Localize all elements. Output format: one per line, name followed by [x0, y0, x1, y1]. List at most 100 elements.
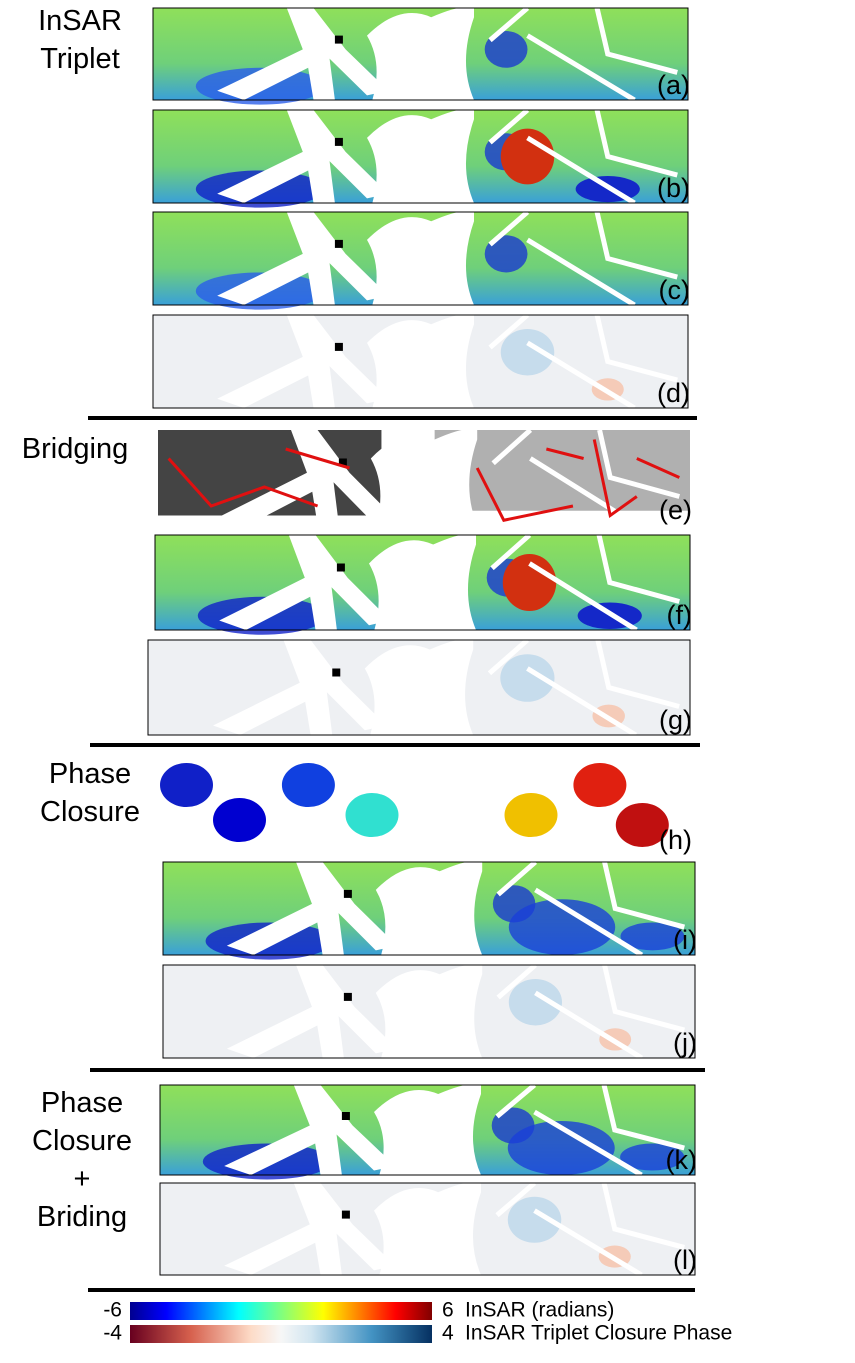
- panel-letter: (b): [657, 173, 690, 203]
- section: Phase Closure + Briding (k) (l): [32, 1083, 697, 1292]
- delta-water: [226, 965, 398, 1058]
- marker: [338, 458, 347, 467]
- channel: [488, 6, 678, 103]
- panel-letter: (d): [657, 378, 690, 408]
- blob: [508, 899, 616, 955]
- bay: [374, 1083, 481, 1175]
- panel-border: [152, 211, 689, 306]
- delta-water: [217, 110, 389, 203]
- blob: [504, 793, 558, 837]
- marker: [332, 668, 341, 677]
- channel: [490, 533, 680, 633]
- blob: [484, 235, 528, 273]
- blob: [615, 803, 669, 847]
- channel: [488, 210, 678, 308]
- blob: [620, 922, 685, 951]
- marker: [336, 563, 345, 572]
- section: Bridging (e) (f) (g): [22, 428, 700, 747]
- panel-border: [152, 109, 689, 204]
- section-label: +: [74, 1163, 91, 1195]
- bay: [375, 860, 483, 955]
- delta-water: [213, 640, 387, 735]
- panel: (d): [152, 313, 690, 411]
- panel-border: [162, 964, 696, 1059]
- panel: (l): [159, 1181, 697, 1278]
- blob: [213, 798, 266, 842]
- panel-border: [159, 1084, 696, 1176]
- delta-water: [219, 535, 391, 630]
- marker: [334, 239, 343, 248]
- colorbar-max: 6: [442, 1299, 454, 1322]
- panel-letter: (c): [659, 275, 690, 305]
- panel-border: [162, 861, 696, 956]
- marker: [341, 1210, 350, 1219]
- blob: [345, 793, 399, 837]
- panel-border: [159, 1182, 696, 1276]
- panel-letter: (f): [667, 600, 692, 630]
- marker: [341, 1112, 350, 1120]
- bay: [367, 313, 474, 408]
- panel: (g): [147, 638, 692, 738]
- bay: [367, 108, 474, 203]
- panel-letter: (a): [657, 70, 690, 100]
- marker: [334, 35, 343, 44]
- panel-letter: (j): [673, 1028, 697, 1058]
- blob: [508, 978, 562, 1026]
- section-label: Bridging: [22, 433, 128, 465]
- blob: [500, 328, 555, 376]
- blob: [502, 554, 557, 611]
- panel-border: [152, 314, 689, 409]
- colorbar: [130, 1302, 432, 1320]
- bay: [369, 533, 476, 630]
- panel-letter: (g): [659, 705, 692, 735]
- blob: [507, 1121, 615, 1175]
- blob: [281, 763, 335, 807]
- bay: [364, 638, 474, 735]
- channel: [495, 1083, 685, 1178]
- marker: [334, 137, 343, 146]
- panel: (c): [152, 210, 690, 310]
- section-label: Briding: [37, 1201, 127, 1233]
- panel-letter: (k): [666, 1145, 697, 1175]
- colorbar-min: -6: [103, 1299, 122, 1322]
- colorbar-title: InSAR Triplet Closure Phase: [465, 1322, 732, 1345]
- channel: [495, 1181, 685, 1278]
- section-label: Phase: [41, 1087, 123, 1119]
- bay: [367, 6, 474, 101]
- channel: [488, 108, 678, 206]
- section: InSAR Triplet (a) (b) (c) (d): [38, 5, 697, 420]
- panel-letter: (h): [659, 825, 692, 855]
- marker: [334, 342, 343, 351]
- panel: (j): [162, 963, 697, 1061]
- blob: [500, 128, 555, 185]
- panel: (b): [152, 108, 690, 208]
- section-label: Phase: [49, 758, 131, 790]
- bay: [374, 1181, 481, 1275]
- panel-letter: (l): [673, 1245, 697, 1275]
- panel-border: [147, 639, 691, 736]
- marker: [343, 889, 352, 898]
- marker: [343, 992, 352, 1001]
- panel: (h): [160, 763, 692, 855]
- panel-border: [154, 534, 691, 631]
- delta-water: [226, 862, 398, 955]
- colorbar-max: 4: [442, 1322, 454, 1345]
- channel: [496, 963, 686, 1061]
- bay: [367, 210, 474, 305]
- blob: [507, 1196, 562, 1243]
- channel: [487, 638, 680, 738]
- delta-water: [224, 1085, 396, 1175]
- section-label: InSAR: [38, 5, 122, 37]
- panel-border: [152, 7, 689, 101]
- panel: (i): [162, 860, 697, 960]
- bay: [375, 963, 483, 1058]
- delta-water: [221, 430, 393, 525]
- section: Phase Closure (h) (i) (j): [40, 758, 705, 1072]
- blob: [573, 763, 627, 807]
- section-label: Closure: [32, 1125, 132, 1157]
- panel-letter: (i): [673, 925, 697, 955]
- blob: [620, 1143, 685, 1171]
- colorbar-title: InSAR (radians): [465, 1299, 614, 1322]
- panel: (k): [159, 1083, 697, 1180]
